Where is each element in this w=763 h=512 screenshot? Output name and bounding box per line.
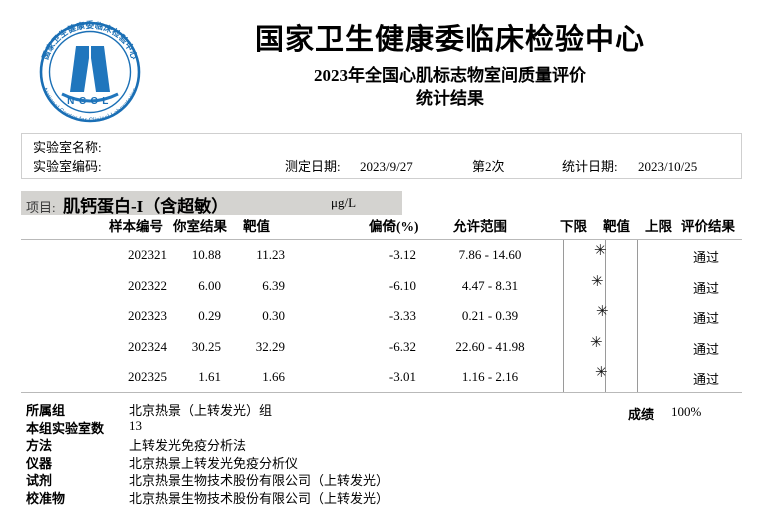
cell-target-value: 6.39 (262, 277, 285, 293)
title-block: 国家卫生健康委临床检验中心 2023年全国心肌标志物室间质量评价 统计结果 (170, 22, 730, 110)
cell-bias: -6.32 (388, 338, 416, 354)
plot-target-line (605, 240, 606, 392)
col-header-bias: 偏倚(%) (369, 219, 419, 234)
cell-sample-no: 202324 (128, 338, 167, 354)
page-subtitle-line2: 统计结果 (416, 89, 484, 108)
round-label: 第2次 (472, 159, 505, 174)
footer-value: 13 (129, 417, 142, 433)
svg-text:国家卫生健康委临床检验中心: 国家卫生健康委临床检验中心 (40, 20, 140, 61)
plot-marker: ✳ (594, 243, 607, 259)
plot-marker: ✳ (591, 273, 604, 290)
col-header-plot-target: 靶值 (603, 219, 630, 234)
project-bar: 项目: 肌钙蛋白-I（含超敏） μg/L (21, 191, 402, 216)
cell-allowed-range: 0.21 - 0.39 (461, 308, 519, 323)
score-label: 成绩 (628, 407, 655, 422)
cell-allowed-range: 7.86 - 14.60 (458, 247, 522, 262)
cell-target-value: 1.66 (262, 369, 285, 384)
footer-label: 本组实验室数 (26, 420, 105, 436)
logo-svg: 国家卫生健康委临床检验中心 National Center for Clinic… (39, 20, 141, 124)
col-header-lower-limit: 下限 (560, 219, 587, 234)
footer-label: 方法 (26, 438, 53, 453)
cell-bias: -3.33 (388, 308, 416, 323)
cell-allowed-range: 22.60 - 41.98 (455, 338, 525, 354)
col-header-allowed-range: 允许范围 (453, 219, 507, 234)
cell-evaluation: 通过 (692, 341, 719, 357)
cell-target-value: 0.30 (262, 308, 285, 323)
cell-bias: -3.01 (388, 369, 416, 384)
svg-text:NCCL: NCCL (67, 96, 113, 107)
page-title: 国家卫生健康委临床检验中心 (254, 24, 645, 56)
cell-your-result: 0.29 (198, 308, 221, 323)
cell-allowed-range: 4.47 - 8.31 (461, 277, 519, 293)
footer-label: 试剂 (26, 473, 53, 488)
page-subtitle-line1: 2023年全国心肌标志物室间质量评价 (314, 66, 586, 85)
footer-value: 上转发光免疫分析法 (129, 438, 247, 453)
score-value: 100% (671, 404, 702, 419)
results-table: 样本编号 你室结果 靶值 偏倚(%) 允许范围 下限 靶值 上限 评价结果 20… (21, 216, 742, 398)
cell-bias: -3.12 (388, 247, 416, 262)
cell-bias: -6.10 (388, 277, 416, 293)
footer-value: 北京热景上转发光免疫分析仪 (129, 455, 299, 471)
table-row: 202323 0.29 0.30 -3.33 0.21 - 0.39 通过 ✳ (21, 301, 742, 331)
test-date-value: 2023/9/27 (360, 159, 413, 174)
footer-value: 北京热景生物技术股份有限公司（上转发光） (129, 473, 390, 488)
cell-sample-no: 202323 (128, 308, 167, 323)
cell-sample-no: 202325 (128, 369, 167, 384)
col-header-target-value: 靶值 (243, 219, 270, 234)
document-header: 国家卫生健康委临床检验中心 National Center for Clinic… (0, 0, 763, 128)
col-header-upper-limit: 上限 (645, 219, 672, 234)
cell-evaluation: 通过 (692, 311, 719, 326)
col-header-your-result: 你室结果 (173, 219, 227, 234)
cell-your-result: 1.61 (198, 369, 221, 384)
table-row: 202322 6.00 6.39 -6.10 4.47 - 8.31 通过 ✳ (21, 271, 742, 301)
project-label: 项目: (26, 200, 56, 215)
table-header-rule (21, 239, 742, 240)
lab-code-label: 实验室编码: (33, 159, 102, 174)
plot-upper-limit-line (637, 240, 638, 392)
nccl-logo: 国家卫生健康委临床检验中心 National Center for Clinic… (26, 14, 154, 126)
footer-row: 试剂 北京热景生物技术股份有限公司（上转发光） (21, 470, 742, 488)
cell-target-value: 11.23 (256, 247, 285, 262)
project-name: 肌钙蛋白-I（含超敏） (63, 197, 229, 216)
footer-label: 仪器 (26, 455, 53, 471)
table-row: 202325 1.61 1.66 -3.01 1.16 - 2.16 通过 ✳ (21, 362, 742, 392)
cell-your-result: 30.25 (191, 338, 221, 354)
footer-row: 本组实验室数 13 (21, 417, 742, 436)
cell-your-result: 10.88 (191, 247, 221, 262)
footer-row: 校准物 北京热景生物技术股份有限公司（上转发光） (21, 488, 742, 506)
cell-sample-no: 202322 (128, 277, 167, 293)
footer-value: 北京热景（上转发光）组 (129, 403, 273, 418)
cell-allowed-range: 1.16 - 2.16 (461, 369, 519, 384)
col-header-evaluation: 评价结果 (681, 219, 735, 234)
cell-your-result: 6.00 (198, 277, 221, 293)
project-unit: μg/L (331, 195, 357, 210)
plot-lower-limit-line (563, 240, 564, 392)
cell-evaluation: 通过 (692, 372, 719, 387)
plot-marker: ✳ (590, 334, 603, 351)
plot-marker: ✳ (596, 304, 609, 320)
test-date-label: 测定日期: (285, 159, 341, 174)
cell-target-value: 32.29 (255, 338, 285, 354)
cell-evaluation: 通过 (692, 280, 719, 296)
lab-name-label: 实验室名称: (33, 140, 102, 155)
table-row: 202321 10.88 11.23 -3.12 7.86 - 14.60 通过 ✳ (21, 240, 742, 270)
plot-marker: ✳ (595, 365, 608, 381)
footer-row: 方法 上转发光免疫分析法 (21, 435, 742, 453)
stat-date-value: 2023/10/25 (638, 159, 698, 174)
footer-label: 校准物 (26, 490, 66, 506)
table-row: 202324 30.25 32.29 -6.32 22.60 - 41.98 通过 ✳ (21, 332, 742, 362)
footer-label: 所属组 (26, 403, 66, 418)
footer-row: 仪器 北京热景上转发光免疫分析仪 (21, 453, 742, 471)
table-bottom-rule (21, 392, 742, 393)
footer-value: 北京热景生物技术股份有限公司（上转发光） (129, 490, 390, 506)
lab-info-box: 实验室名称: 实验室编码: 测定日期: 2023/9/27 第2次 统计日期: … (21, 133, 742, 179)
cell-sample-no: 202321 (128, 247, 167, 262)
stat-date-label: 统计日期: (562, 159, 618, 174)
col-header-sample-no: 样本编号 (109, 219, 163, 234)
footer-row: 所属组 北京热景（上转发光）组 (21, 400, 742, 418)
cell-evaluation: 通过 (692, 250, 719, 265)
